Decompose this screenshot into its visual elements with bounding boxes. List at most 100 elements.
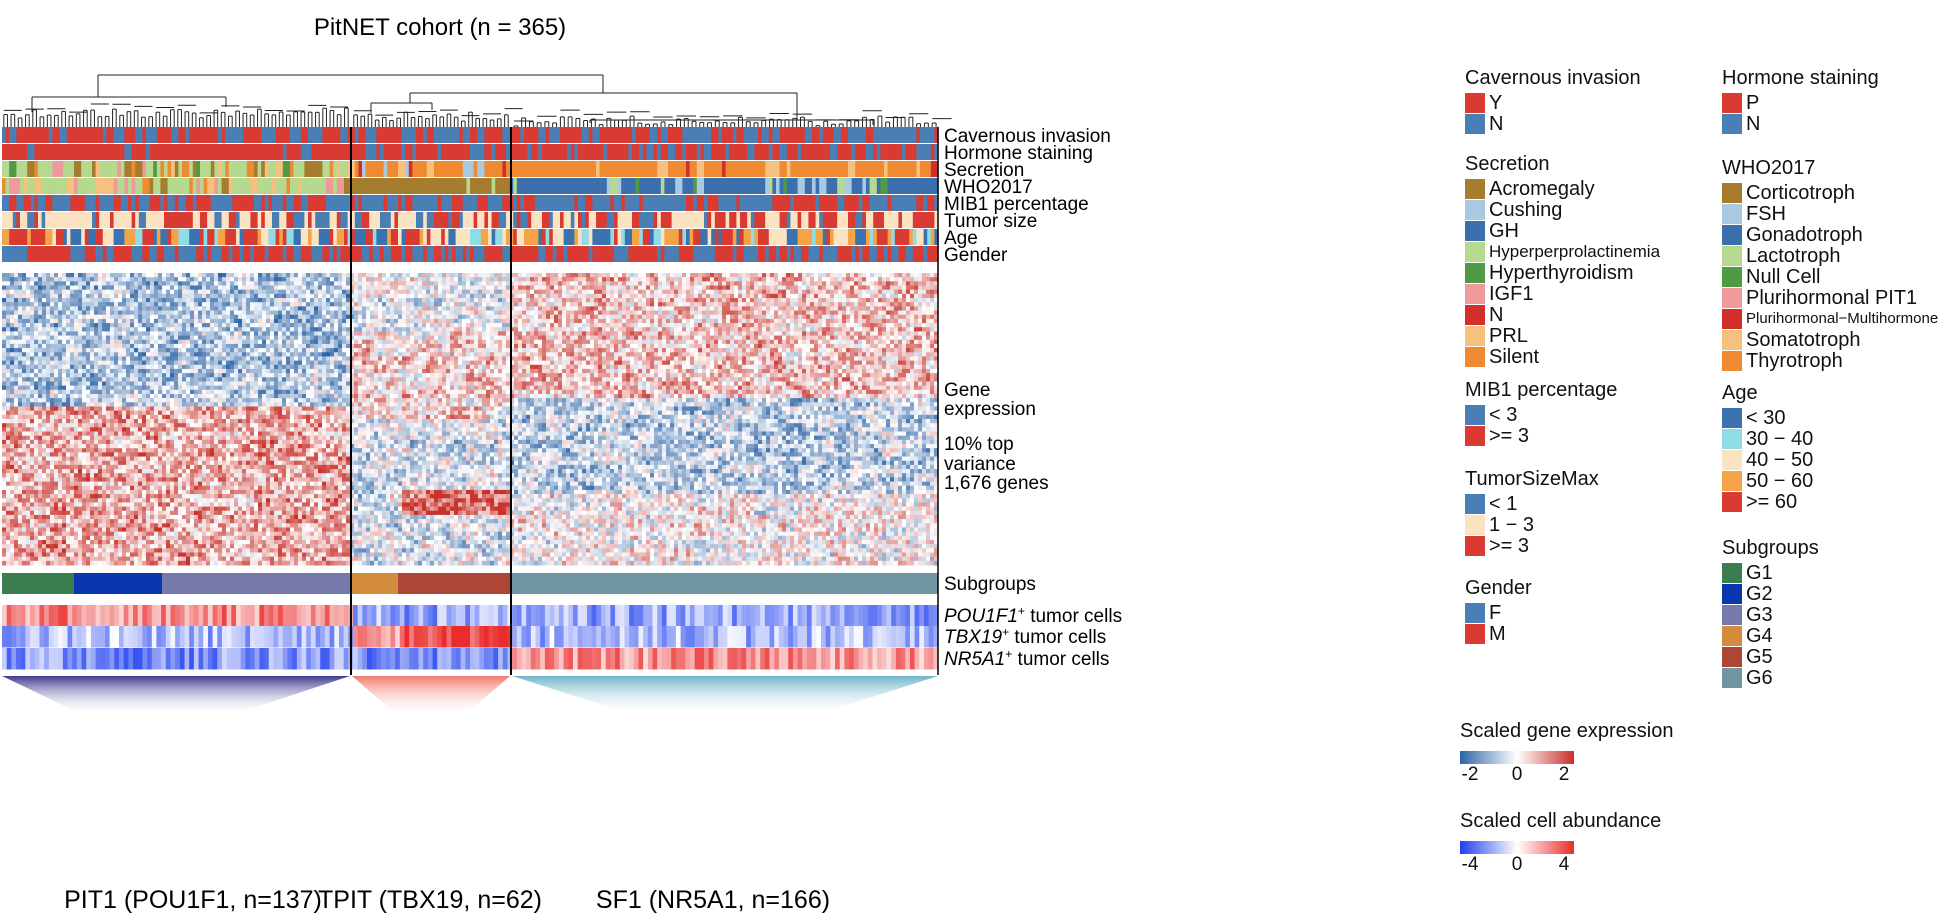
track-label: MIB1 percentage [944, 194, 1089, 215]
cluster-label: TPIT (TBX19, n=62) [318, 886, 542, 914]
legend-label: G4 [1746, 624, 1773, 647]
track-cavernous-invasion [2, 127, 939, 143]
legend-swatch [1722, 449, 1742, 470]
legend-swatch [1465, 602, 1485, 623]
legend-item: < 3 [1465, 404, 1617, 425]
legend-item: >= 60 [1722, 491, 1813, 512]
legend-item: G1 [1722, 562, 1819, 583]
colorbar-tick-label: 2 [1558, 764, 1570, 785]
legend-label: N [1489, 303, 1504, 326]
legend-swatch [1722, 308, 1742, 329]
legend-title: Cavernous invasion [1465, 67, 1641, 89]
legend-swatch [1722, 667, 1742, 688]
legend-label: Plurihormonal PIT1 [1746, 286, 1918, 309]
colorbar-tick-label: -4 [1461, 854, 1479, 875]
legend-label: N [1746, 112, 1761, 135]
legend-item: G3 [1722, 604, 1819, 625]
heatmap-side-label: variance [944, 454, 1016, 475]
cluster-fan [512, 676, 938, 710]
legend-title: Gender [1465, 577, 1532, 599]
legend-swatch [1722, 182, 1742, 203]
legend-item: IGF1 [1465, 283, 1660, 304]
legend-swatch [1465, 220, 1485, 241]
legend-swatch [1722, 245, 1742, 266]
legend-label: G6 [1746, 666, 1773, 689]
legend-item: G4 [1722, 625, 1819, 646]
legend-label: M [1489, 622, 1506, 645]
legend-title: TumorSizeMax [1465, 468, 1599, 490]
track-tumor-size [2, 212, 939, 228]
track-label: WHO2017 [944, 177, 1033, 198]
track-label: Tumor size [944, 211, 1037, 232]
legend-swatch [1722, 562, 1742, 583]
legend-label: Null Cell [1746, 265, 1821, 288]
colorbar-title: Scaled cell abundance [1460, 810, 1662, 832]
legend-swatch [1465, 199, 1485, 220]
legend-who2017: WHO2017 Corticotroph FSH Gonadotroph Lactotr… [1722, 157, 1938, 371]
cluster-fan [2, 676, 350, 710]
legend-item: >= 3 [1465, 425, 1617, 446]
legend-swatch [1465, 425, 1485, 446]
legend-swatch [1465, 493, 1485, 514]
legend-item: Plurihormonal PIT1 [1722, 287, 1938, 308]
legend-swatch [1722, 350, 1742, 371]
legend-label: G2 [1746, 582, 1773, 605]
legend-item: P [1722, 92, 1879, 113]
legend-item: < 1 [1465, 493, 1599, 514]
cell-abundance-label: NR5A1+ tumor cells [944, 647, 1109, 670]
cluster-label: SF1 (NR5A1, n=166) [596, 886, 830, 914]
legend-title: WHO2017 [1722, 157, 1816, 179]
legend-label: Gonadotroph [1746, 223, 1863, 246]
legend-item: N [1465, 304, 1660, 325]
legend-swatch [1465, 346, 1485, 367]
legend-swatch [1722, 470, 1742, 491]
track-secretion [2, 161, 939, 177]
legend-subgroups: Subgroups G1 G2 G3 G4 G5 G6 [1722, 537, 1819, 688]
legend-label: G1 [1746, 561, 1773, 584]
legend-title: Subgroups [1722, 537, 1819, 559]
legend-swatch [1722, 491, 1742, 512]
heatmap-side-label: 1,676 genes [944, 473, 1049, 494]
legend-swatch [1722, 625, 1742, 646]
colorbar-ticks: -2 0 2 [1460, 764, 1590, 786]
legend-cavernous-invasion: Cavernous invasion Y N [1465, 67, 1641, 134]
track-hormone-staining [2, 144, 939, 160]
subgroup-G6 [512, 573, 938, 594]
legend-item: Y [1465, 92, 1641, 113]
legend-label: Plurihormonal−Multihormone [1746, 309, 1939, 327]
legend-swatch [1465, 283, 1485, 304]
subgroup-G3 [162, 573, 350, 594]
legend-item: N [1465, 113, 1641, 134]
subgroup-track [2, 573, 938, 594]
heatmap-side-label: 10% top [944, 434, 1014, 455]
legend-label: < 3 [1489, 403, 1518, 426]
legend-label: < 30 [1746, 406, 1786, 429]
legend-item: Plurihormonal−Multihormone [1722, 308, 1938, 329]
legend-swatch [1722, 604, 1742, 625]
track-age [2, 229, 939, 245]
legend-swatch [1722, 287, 1742, 308]
track-label: Secretion [944, 160, 1024, 181]
subgroup-G1 [2, 573, 74, 594]
track-mib1-percentage [2, 195, 939, 211]
legend-item: 30 − 40 [1722, 428, 1813, 449]
subgroup-G5 [398, 573, 510, 594]
legend-item: >= 3 [1465, 535, 1599, 556]
legend-item: 40 − 50 [1722, 449, 1813, 470]
legend-label: Silent [1489, 345, 1540, 368]
colorbar-tick-label: 0 [1511, 854, 1523, 875]
heatmap-side-label: expression [944, 399, 1036, 420]
track-label: Age [944, 228, 978, 249]
legend-item: Hyperthyroidism [1465, 262, 1660, 283]
chart-title: PitNET cohort (n = 365) [314, 14, 566, 41]
legend-item: F [1465, 602, 1532, 623]
legend-item: 1 − 3 [1465, 514, 1599, 535]
legend-label: Hyperperprolactinemia [1489, 241, 1661, 261]
legend-label: Somatotroph [1746, 328, 1861, 351]
legend-label: IGF1 [1489, 282, 1534, 305]
colorbar-gradient [1460, 841, 1574, 854]
legend-item: G6 [1722, 667, 1819, 688]
legend-swatch [1722, 224, 1742, 245]
colorbar-gradient [1460, 751, 1574, 764]
legend-label: >= 3 [1489, 424, 1530, 447]
